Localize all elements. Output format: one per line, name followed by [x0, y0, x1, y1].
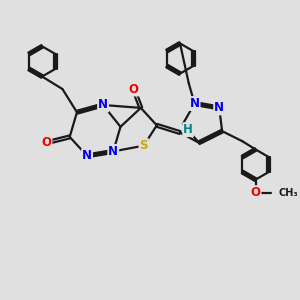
Text: N: N	[98, 98, 108, 112]
Text: O: O	[250, 186, 260, 199]
Text: N: N	[214, 101, 224, 114]
Text: H: H	[183, 123, 193, 136]
Text: O: O	[129, 82, 139, 95]
Text: N: N	[82, 149, 92, 162]
Text: CH₃: CH₃	[279, 188, 298, 198]
Text: O: O	[41, 136, 52, 149]
Text: N: N	[190, 97, 200, 110]
Text: S: S	[140, 139, 148, 152]
Text: N: N	[108, 145, 118, 158]
